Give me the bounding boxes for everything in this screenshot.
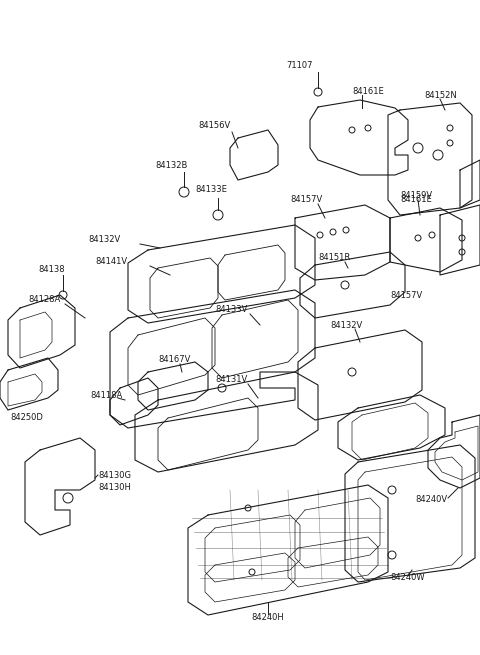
Text: 84130H: 84130H: [98, 483, 131, 493]
Text: 84152N: 84152N: [424, 90, 457, 100]
Text: 84132V: 84132V: [330, 320, 362, 329]
Text: 84131V: 84131V: [215, 375, 247, 384]
Text: 84161E: 84161E: [400, 195, 432, 204]
Text: 84240W: 84240W: [390, 574, 425, 582]
Text: 84156V: 84156V: [198, 121, 230, 130]
Text: 84132B: 84132B: [155, 160, 187, 170]
Text: 84151R: 84151R: [318, 253, 350, 263]
Text: 84161E: 84161E: [352, 86, 384, 96]
Text: 84133V: 84133V: [215, 305, 247, 314]
Text: 84167V: 84167V: [158, 356, 191, 364]
Text: 84240H: 84240H: [252, 614, 284, 622]
Text: 84157V: 84157V: [290, 195, 322, 204]
Text: 84141V: 84141V: [95, 257, 127, 267]
Text: 84128A: 84128A: [28, 295, 60, 305]
Text: 84132V: 84132V: [88, 236, 120, 244]
Text: 71107: 71107: [287, 62, 313, 71]
Text: 84157V: 84157V: [390, 291, 422, 299]
Text: 84159V: 84159V: [400, 191, 432, 200]
Text: 84130G: 84130G: [98, 470, 131, 479]
Text: 84133E: 84133E: [195, 185, 227, 195]
Text: 84138: 84138: [38, 265, 65, 274]
Text: 84250D: 84250D: [10, 413, 43, 422]
Text: 84240V: 84240V: [415, 495, 447, 504]
Text: 84118A: 84118A: [90, 390, 122, 400]
